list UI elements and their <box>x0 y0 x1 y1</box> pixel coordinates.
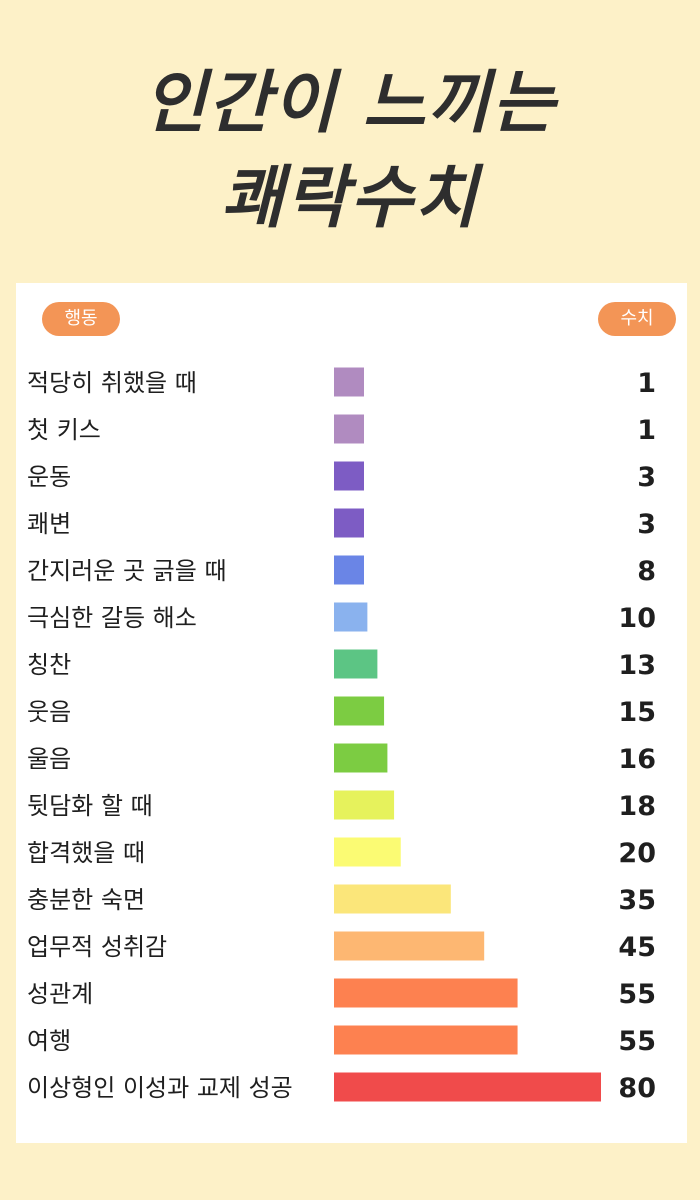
bar <box>334 743 388 773</box>
value-label: 13 <box>618 650 656 681</box>
category-label: 쾌변 <box>27 510 71 538</box>
bar <box>334 414 364 444</box>
value-label: 3 <box>637 509 656 540</box>
category-label: 칭찬 <box>27 651 71 679</box>
category-label: 첫 키스 <box>27 416 101 444</box>
bar <box>334 978 518 1008</box>
bar <box>334 602 368 632</box>
value-label: 16 <box>618 744 656 775</box>
value-label: 45 <box>618 932 656 963</box>
bar <box>334 1025 518 1055</box>
bar <box>334 1072 601 1102</box>
bar <box>334 931 485 961</box>
category-label: 간지러운 곳 긁을 때 <box>27 557 227 585</box>
category-label: 적당히 취했을 때 <box>27 369 197 397</box>
bar <box>334 790 395 820</box>
header-value-badge: 수치 <box>598 302 676 336</box>
header-action-badge: 행동 <box>42 302 120 336</box>
category-label: 여행 <box>27 1027 71 1055</box>
chart-card: 행동 수치 적당히 취했을 때 1 첫 키스 1 운동 3 쾌변 3 간지러운 곳 긁을 때 8 극… <box>16 283 687 1143</box>
category-label: 뒷담화 할 때 <box>27 792 153 820</box>
value-label: 8 <box>637 556 656 587</box>
category-label: 이상형인 이성과 교제 성공 <box>27 1074 293 1102</box>
page-title-line1: 인간이 느끼는 <box>143 64 557 143</box>
bar <box>334 367 364 397</box>
bar <box>334 461 364 491</box>
bar-chart: 적당히 취했을 때 1 첫 키스 1 운동 3 쾌변 3 간지러운 곳 긁을 때 8 극심한 갈등 … <box>27 367 656 1104</box>
value-label: 80 <box>618 1073 656 1104</box>
category-label: 웃음 <box>27 698 71 726</box>
bar <box>334 696 385 726</box>
value-label: 10 <box>618 603 656 634</box>
category-label: 운동 <box>27 463 71 491</box>
category-label: 업무적 성취감 <box>27 933 167 961</box>
bar <box>334 508 364 538</box>
category-label: 울음 <box>27 745 71 773</box>
category-label: 합격했을 때 <box>27 839 145 867</box>
value-label: 35 <box>618 885 656 916</box>
value-label: 20 <box>618 838 656 869</box>
bar <box>334 555 364 585</box>
value-label: 3 <box>637 462 656 493</box>
bar <box>334 649 378 679</box>
page-title-line2: 쾌락수치 <box>220 159 480 238</box>
category-label: 성관계 <box>27 980 93 1008</box>
value-label: 55 <box>618 1026 656 1057</box>
value-label: 1 <box>637 368 656 399</box>
category-label: 충분한 숙면 <box>27 886 145 914</box>
value-label: 15 <box>618 697 656 728</box>
bar <box>334 837 401 867</box>
value-label: 55 <box>618 979 656 1010</box>
bar <box>334 884 451 914</box>
category-label: 극심한 갈등 해소 <box>27 604 197 632</box>
value-label: 18 <box>618 791 656 822</box>
value-label: 1 <box>637 415 656 446</box>
